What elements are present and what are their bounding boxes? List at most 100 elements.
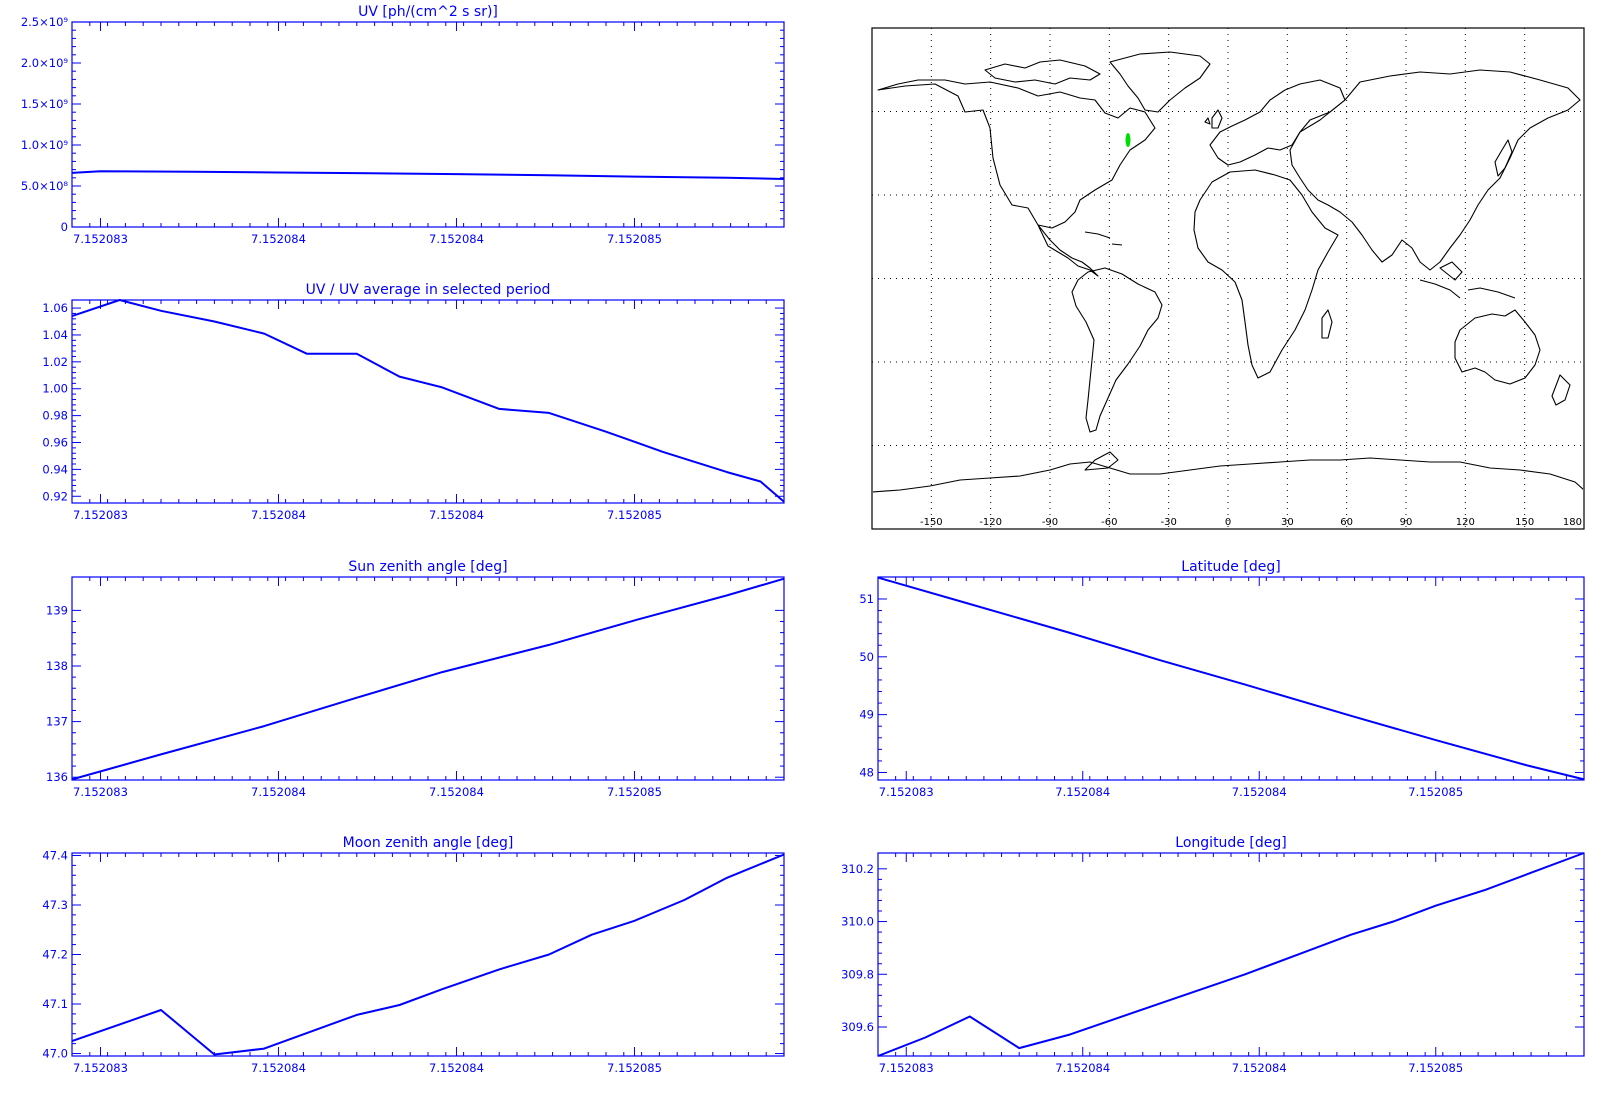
y-tick-label: 309.8 — [841, 967, 874, 981]
series-line-lon — [877, 852, 1585, 1057]
coast-caribbean — [1084, 231, 1123, 246]
panel-lon: Longitude [deg] 7.152083 7.152084 7.152084 7… — [841, 835, 1585, 1075]
lon-tick-label: 60 — [1340, 517, 1353, 528]
coastlines — [873, 51, 1583, 493]
x-tick-label: 7.152083 — [73, 232, 128, 246]
x-tick-label: 7.152084 — [1055, 785, 1110, 799]
satellite-track — [1125, 133, 1131, 147]
coast-africa — [1193, 169, 1339, 379]
lon-tick-label: 30 — [1281, 517, 1294, 528]
coast-south-america — [1071, 267, 1163, 433]
y-tick-label: 51 — [859, 592, 874, 606]
y-tick-label: 47.1 — [42, 997, 68, 1011]
x-tick-label: 7.152084 — [251, 1061, 306, 1075]
x-tick-label: 7.152083 — [73, 785, 128, 799]
x-tick-label: 7.152084 — [251, 508, 306, 522]
map-lon-ticks: -150 -120 -90 -60 -30 0 30 60 90 120 150 180 — [920, 517, 1582, 528]
coast-madagascar — [1321, 309, 1333, 339]
lon-tick-label: 120 — [1456, 517, 1475, 528]
lon-tick-label: 0 — [1225, 517, 1231, 528]
y-tick-label: 47.0 — [42, 1047, 68, 1061]
series-line-moon — [71, 853, 785, 1056]
x-tick-label: 7.152084 — [251, 785, 306, 799]
coast-british-isles — [1204, 109, 1223, 129]
panel-moon: Moon zenith angle [deg] 7.152083 7.152084 7… — [42, 835, 785, 1075]
chart-title: Sun zenith angle [deg] — [348, 559, 507, 575]
coast-greenland — [1109, 51, 1211, 113]
chart-title: UV / UV average in selected period — [306, 282, 551, 298]
x-tick-label: 7.152084 — [1055, 1061, 1110, 1075]
x-tick-label: 7.152084 — [429, 1061, 484, 1075]
y-tick-label: 137 — [46, 715, 68, 729]
series-line-uv — [71, 170, 785, 180]
y-tick-label: 5.0×10⁸ — [21, 179, 69, 193]
y-tick-label: 1.00 — [42, 382, 68, 396]
x-tick-label: 7.152085 — [1408, 1061, 1463, 1075]
x-tick-label: 7.152084 — [429, 785, 484, 799]
x-tick-label: 7.152084 — [429, 508, 484, 522]
lon-tick-label: -120 — [979, 517, 1002, 528]
x-tick-label: 7.152083 — [879, 785, 934, 799]
x-tick-label: 7.152085 — [1408, 785, 1463, 799]
x-tick-label: 7.152085 — [607, 785, 662, 799]
y-tick-label: 138 — [46, 659, 68, 673]
y-tick-label: 2.5×10⁹ — [21, 15, 69, 29]
panel-ratio: UV / UV average in selected period 7.1520… — [42, 282, 785, 522]
x-tick-label: 7.152085 — [607, 508, 662, 522]
y-tick-label: 1.04 — [42, 328, 68, 342]
axes-frame — [71, 299, 785, 504]
y-tick-label: 47.2 — [42, 948, 68, 962]
coast-antarctica — [873, 457, 1583, 493]
x-tick-label: 7.152083 — [73, 508, 128, 522]
y-tick-label: 48 — [859, 765, 874, 779]
y-tick-label: 310.2 — [841, 862, 874, 876]
series-line-sun — [71, 577, 785, 781]
x-tick-label: 7.152084 — [251, 232, 306, 246]
coast-new-zealand — [1551, 374, 1571, 406]
map-frame — [871, 27, 1585, 530]
series-line-ratio — [71, 299, 785, 503]
x-tick-label: 7.152084 — [1232, 1061, 1287, 1075]
x-tick-label: 7.152084 — [429, 232, 484, 246]
y-tick-label: 2.0×10⁹ — [21, 56, 69, 70]
x-tick-label: 7.152085 — [607, 1061, 662, 1075]
y-tick-label: 49 — [859, 708, 874, 722]
lon-tick-label: -30 — [1160, 517, 1176, 528]
y-tick-label: 1.5×10⁹ — [21, 97, 69, 111]
axes-frame — [71, 21, 785, 228]
y-tick-label: 0.92 — [42, 489, 68, 503]
lon-tick-label: -150 — [920, 517, 943, 528]
y-tick-label: 50 — [859, 650, 874, 664]
lon-tick-label: 150 — [1515, 517, 1534, 528]
y-tick-label: 136 — [46, 770, 68, 784]
panel-lat: Latitude [deg] 7.152083 7.152084 7.152084 7.… — [859, 559, 1585, 799]
y-tick-label: 139 — [46, 603, 68, 617]
chart-title: Latitude [deg] — [1181, 559, 1280, 575]
coast-antarctic-peninsula — [1084, 451, 1119, 471]
coast-arctic-islands — [984, 59, 1101, 85]
coast-asia — [1289, 69, 1581, 271]
y-tick-label: 309.6 — [841, 1020, 874, 1034]
plot-area: UV [ph/(cm^2 s sr)] 7.152083 7.152084 7.152… — [21, 4, 1585, 1075]
coast-indonesia — [1419, 261, 1516, 299]
y-tick-label: 1.06 — [42, 301, 68, 315]
panel-uv: UV [ph/(cm^2 s sr)] 7.152083 7.152084 7.152… — [21, 4, 785, 246]
lon-tick-label: 180 — [1563, 517, 1582, 528]
y-tick-label: 0.96 — [42, 436, 68, 450]
chart-title: UV [ph/(cm^2 s sr)] — [358, 4, 498, 20]
panel-sun: Sun zenith angle [deg] 7.152083 7.152084 7.… — [46, 559, 785, 799]
x-tick-label: 7.152083 — [73, 1061, 128, 1075]
y-tick-label: 1.0×10⁹ — [21, 138, 69, 152]
coast-north-america — [877, 79, 1156, 229]
chart-title: Longitude [deg] — [1175, 835, 1286, 851]
y-tick-label: 310.0 — [841, 915, 874, 929]
y-tick-label: 0.94 — [42, 462, 68, 476]
y-tick-label: 0 — [61, 220, 68, 234]
coast-australia — [1454, 309, 1541, 385]
lon-tick-label: 90 — [1400, 517, 1413, 528]
y-tick-label: 47.3 — [42, 898, 68, 912]
coast-japan — [1494, 139, 1513, 177]
world-map: -150 -120 -90 -60 -30 0 30 60 90 120 150 180 — [871, 27, 1585, 530]
y-tick-label: 0.98 — [42, 409, 68, 423]
